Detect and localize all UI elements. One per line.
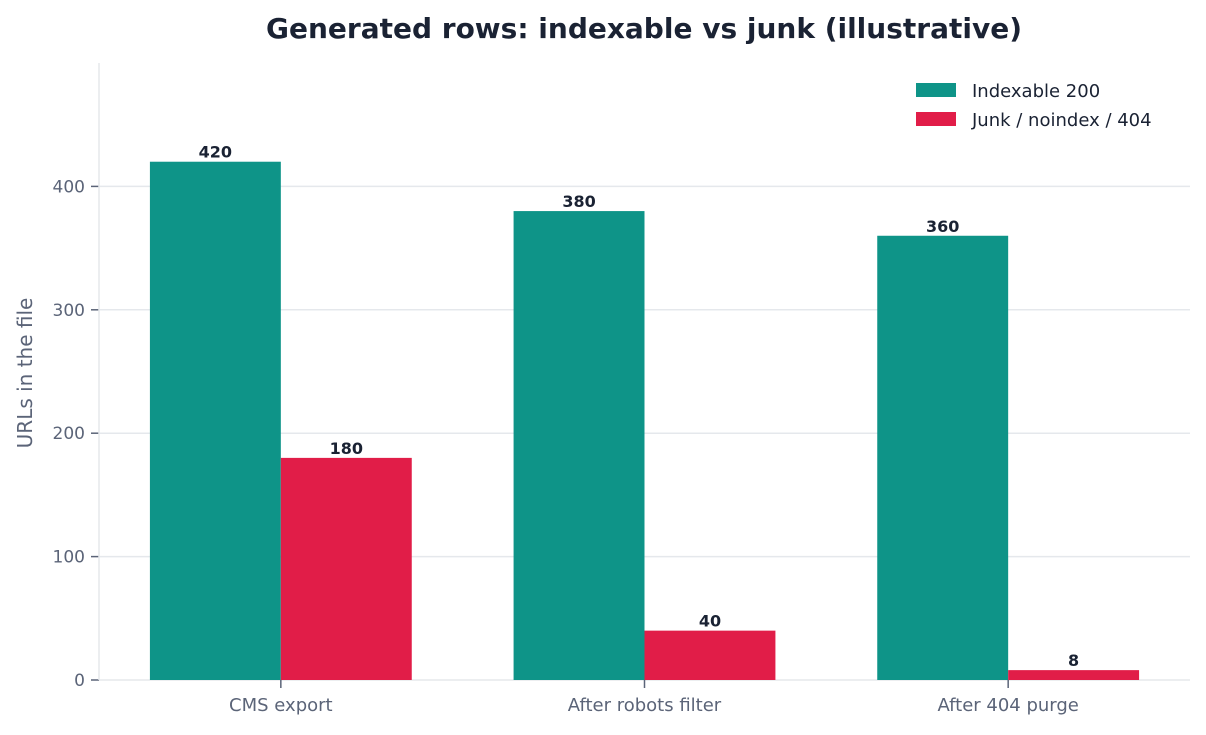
y-tick-label: 0 (74, 671, 85, 691)
legend: Indexable 200 Junk / noindex / 404 (916, 81, 1152, 131)
legend-swatch (916, 112, 956, 126)
data-label: 180 (330, 439, 363, 458)
bar (877, 235, 1009, 680)
legend-label: Junk / noindex / 404 (971, 110, 1152, 131)
data-label: 8 (1068, 651, 1079, 670)
legend-label: Indexable 200 (972, 81, 1100, 102)
chart-title: Generated rows: indexable vs junk (illus… (266, 12, 1022, 45)
data-label: 40 (699, 612, 721, 631)
x-tick-label: CMS export (229, 695, 333, 716)
bar (280, 457, 412, 680)
data-label: 360 (926, 217, 959, 236)
y-tick-label: 200 (53, 424, 85, 444)
x-tick-label: After 404 purge (937, 695, 1078, 716)
bar (644, 630, 776, 680)
bar (149, 161, 281, 681)
y-tick-label: 100 (53, 548, 85, 568)
x-tick-label: After robots filter (568, 695, 722, 716)
bar (1008, 670, 1140, 680)
bar (513, 211, 645, 680)
y-axis-label: URLs in the file (13, 298, 37, 449)
data-label: 380 (562, 192, 595, 211)
y-tick-label: 400 (53, 177, 85, 197)
legend-swatch (916, 83, 956, 97)
y-tick-label: 300 (53, 301, 85, 321)
data-label: 420 (199, 143, 232, 162)
data-labels: 420 180 380 40 360 8 (199, 143, 1080, 670)
bars (149, 161, 1140, 681)
